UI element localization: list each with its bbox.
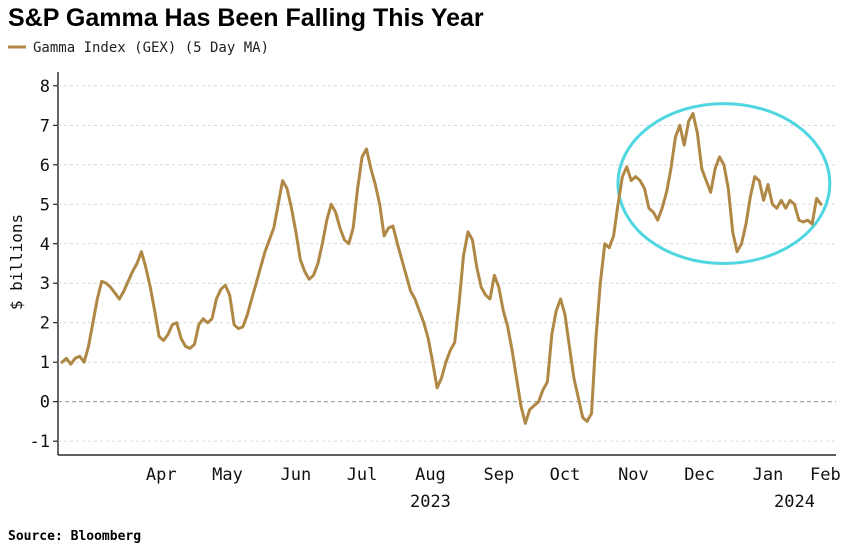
y-tick-label: 0	[40, 393, 50, 413]
x-tick-label: Aug	[415, 465, 446, 485]
x-tick-label: Nov	[618, 465, 649, 485]
annotation-layer	[616, 102, 832, 265]
x-tick-label: Jul	[347, 465, 378, 485]
y-tick-label: 7	[40, 116, 50, 136]
series-line-gex	[60, 112, 823, 425]
y-tick-label: 3	[40, 274, 50, 294]
plot-area: -1 0 1 2 3 4 5 6 7 8 Apr May Jun Jul Aug Sep Oct Nov Dec J…	[30, 72, 841, 512]
year-label: 2023	[410, 492, 451, 512]
legend: Gamma Index (GEX) (5 Day MA)	[8, 40, 269, 56]
x-tick-label: Jun	[281, 465, 312, 485]
legend-label: Gamma Index (GEX) (5 Day MA)	[33, 40, 269, 56]
x-tick-label: Jan	[753, 465, 784, 485]
y-tick-label: 6	[40, 156, 50, 176]
x-tick-label: Dec	[684, 465, 715, 485]
x-tick-label: Apr	[146, 465, 177, 485]
year-label: 2024	[774, 492, 815, 512]
gridlines	[58, 85, 836, 442]
x-tick-labels: Apr May Jun Jul Aug Sep Oct Nov Dec Jan Feb 2023 202…	[146, 465, 841, 512]
y-tick-label: -1	[30, 432, 50, 452]
x-tick-label: Sep	[483, 465, 514, 485]
highlight-ellipse	[616, 102, 832, 265]
y-tick-label: 2	[40, 314, 50, 334]
y-tick-label: 4	[40, 235, 50, 255]
source-note: Source: Bloomberg	[8, 529, 141, 544]
y-tick-label: 1	[40, 353, 50, 373]
y-axis-title: $ billions	[7, 214, 26, 310]
x-tick-label: Oct	[550, 465, 581, 485]
x-tick-label: May	[212, 465, 243, 485]
series-layer	[60, 112, 823, 425]
y-tick-label: 8	[40, 77, 50, 97]
y-tick-label: 5	[40, 195, 50, 215]
y-tick-labels: -1 0 1 2 3 4 5 6 7 8	[30, 77, 58, 452]
chart-title: S&P Gamma Has Been Falling This Year	[8, 4, 484, 32]
x-tick-label: Feb	[810, 465, 841, 485]
